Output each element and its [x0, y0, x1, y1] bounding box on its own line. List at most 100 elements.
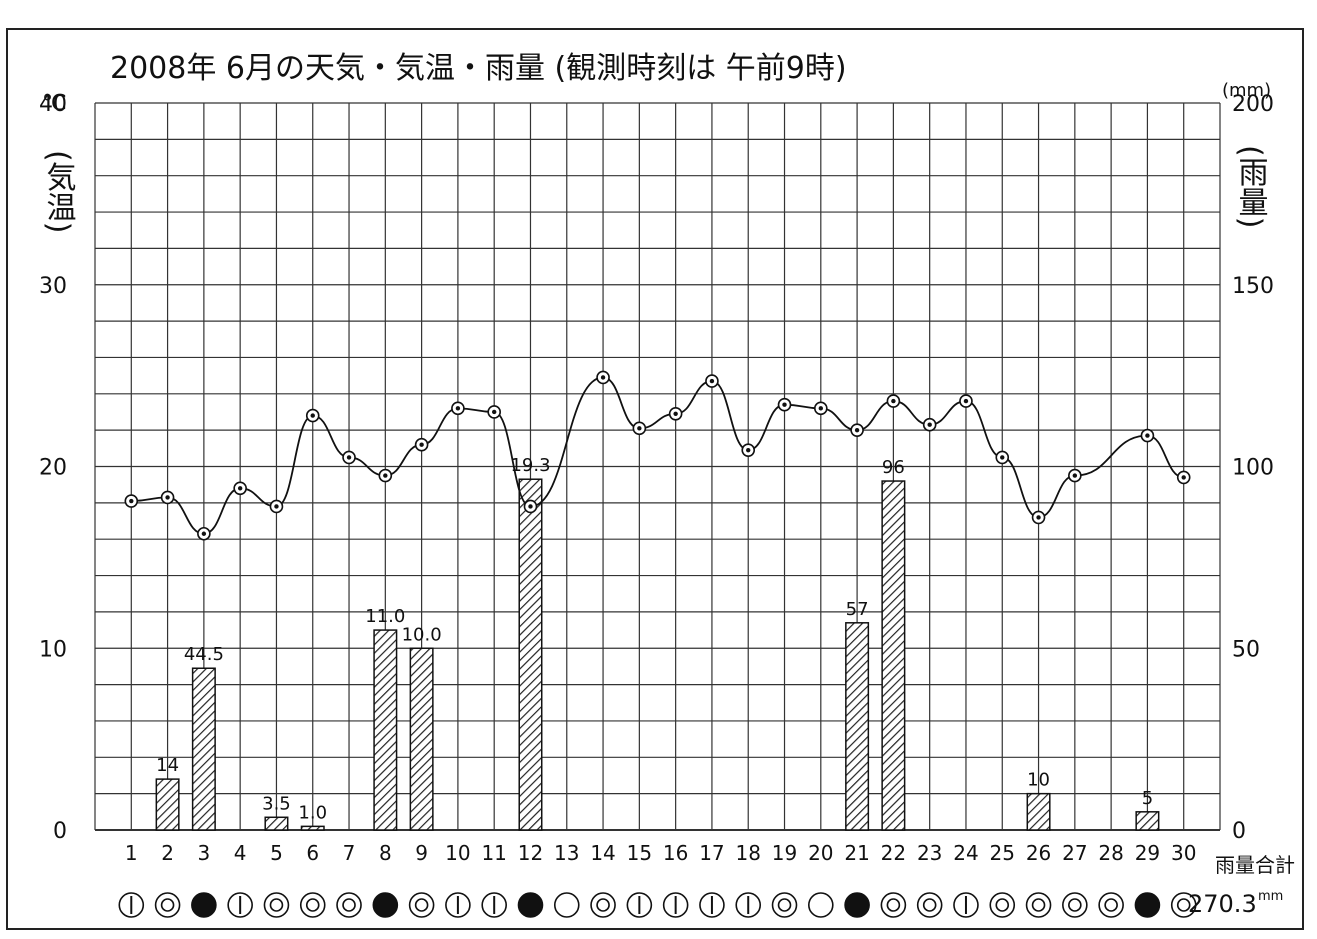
right-tick-label: 50	[1232, 637, 1260, 662]
rainfall-label: 11.0	[365, 606, 405, 627]
temperature-point-center	[165, 495, 170, 500]
day-tick-label: 8	[379, 841, 392, 865]
day-tick-label: 26	[1026, 841, 1051, 865]
temperature-point-center	[129, 498, 134, 504]
temperature-point-center	[310, 413, 315, 418]
left-tick-label: 20	[39, 456, 67, 481]
rain-icon	[1134, 892, 1161, 918]
rainfall-bar	[1135, 811, 1160, 831]
rainfall-bar	[155, 778, 180, 831]
rainfall-bar	[409, 647, 434, 831]
cloudy-icon-inner	[596, 898, 610, 912]
day-tick-label: 5	[270, 841, 283, 865]
right-axis-unit: (mm)	[1222, 80, 1271, 101]
cloudy-icon-inner	[305, 898, 320, 912]
day-tick-label: 28	[1098, 841, 1123, 865]
day-tick-label: 2	[161, 841, 174, 865]
rainfall-label: 19.3	[510, 455, 550, 476]
day-tick-label: 29	[1135, 841, 1160, 865]
cloudy-icon-inner	[1104, 898, 1118, 912]
cloudy-icon-inner	[995, 898, 1010, 912]
day-tick-label: 13	[554, 841, 579, 865]
rainfall-label: 57	[846, 599, 869, 620]
rainfall-bar	[881, 480, 906, 831]
left-axis-label: (気温)	[41, 150, 76, 233]
cloudy-icon-inner	[160, 898, 175, 912]
temperature-point-center	[891, 398, 896, 404]
left-axis-unit: ℃	[42, 91, 67, 116]
rainfall-label: 1.0	[298, 802, 327, 823]
temperature-point-center	[528, 504, 533, 509]
cloudy-icon-inner	[269, 898, 284, 912]
day-tick-label: 22	[881, 841, 906, 865]
rainfall-bar	[373, 629, 398, 831]
day-tick-label: 10	[445, 841, 470, 865]
temperature-series	[124, 370, 1191, 541]
temperature-point-center	[1072, 473, 1078, 478]
day-tick-label: 12	[518, 841, 543, 865]
day-tick-label: 19	[772, 841, 797, 865]
day-tick-label: 21	[844, 841, 869, 865]
temperature-point-center	[201, 531, 207, 536]
temperature-point-center	[237, 486, 243, 491]
day-tick-label: 27	[1062, 841, 1087, 865]
rainfall-bar	[845, 622, 870, 831]
day-tick-label: 4	[234, 841, 247, 865]
cloudy-icon-inner	[886, 898, 901, 912]
cloudy-icon-inner	[1031, 898, 1046, 912]
temperature-point-center	[854, 427, 860, 433]
day-tick-label: 14	[590, 841, 615, 865]
day-tick-label: 16	[663, 841, 688, 865]
rainfall-label: 96	[882, 457, 905, 478]
total-unit: mm	[1258, 889, 1283, 904]
total-label: 雨量合計	[1215, 853, 1295, 877]
rain-icon	[191, 892, 217, 918]
cloudy-icon-inner	[342, 898, 356, 912]
cloudy-icon-inner	[414, 898, 429, 912]
temperature-point-center	[491, 409, 497, 415]
rainfall-label: 44.5	[184, 644, 224, 665]
day-tick-label: 7	[343, 841, 356, 865]
rainfall-label: 10	[1027, 770, 1050, 791]
rain-icon	[372, 892, 399, 918]
day-tick-label: 17	[699, 841, 724, 865]
total-value: 270.3	[1188, 890, 1257, 918]
day-tick-label: 3	[198, 841, 211, 865]
temperature-point-center	[673, 411, 678, 416]
temperature-point-center	[274, 504, 279, 509]
temperature-point-center	[419, 442, 424, 447]
rainfall-bar	[264, 816, 289, 831]
weather-symbols-row	[118, 892, 1197, 918]
temperature-point-center	[346, 455, 352, 460]
rainfall-bar	[191, 667, 216, 831]
day-tick-label: 30	[1171, 841, 1196, 865]
temperature-point-center	[746, 447, 751, 453]
day-tick-label: 15	[627, 841, 652, 865]
cloudy-icon-inner	[1176, 898, 1191, 912]
rainfall-bars: 14 44.5 3.5 1.0 11.010.0 19.3 57 96 10 5	[155, 455, 1160, 831]
right-tick-label: 0	[1232, 819, 1246, 844]
temperature-point-center	[1036, 515, 1041, 520]
left-tick-label: 30	[39, 274, 67, 299]
day-tick-label: 9	[415, 841, 428, 865]
left-tick-label: 10	[39, 637, 67, 662]
day-tick-label: 6	[306, 841, 319, 865]
day-tick-label: 1	[125, 841, 138, 865]
temperature-point-center	[600, 375, 606, 380]
day-tick-label: 25	[990, 841, 1015, 865]
day-tick-label: 23	[917, 841, 942, 865]
cloudy-icon-inner	[1068, 898, 1082, 912]
temperature-point-center	[455, 406, 461, 411]
day-tick-label: 18	[735, 841, 760, 865]
right-axis-label: (雨量)	[1233, 145, 1268, 228]
rain-icon	[844, 892, 870, 918]
temperature-point-center	[383, 473, 388, 478]
right-tick-label: 150	[1232, 274, 1274, 299]
temperature-point-center	[782, 402, 787, 407]
rain-icon	[517, 892, 544, 918]
fair-icon	[553, 892, 580, 918]
rainfall-bar	[1026, 792, 1051, 831]
temperature-point-center	[709, 378, 715, 384]
